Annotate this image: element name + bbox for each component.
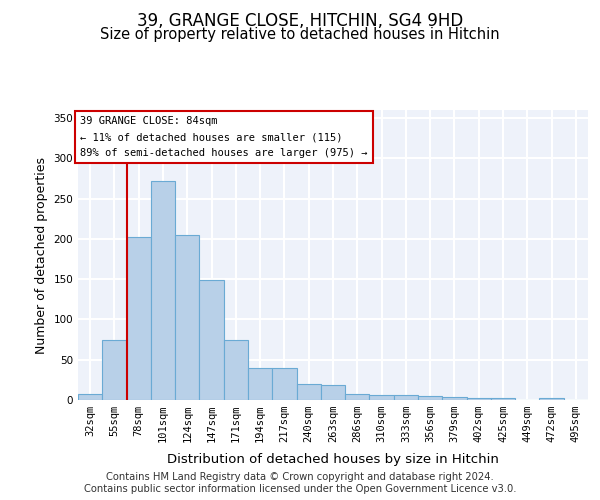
Bar <box>539 398 564 400</box>
Text: 39, GRANGE CLOSE, HITCHIN, SG4 9HD: 39, GRANGE CLOSE, HITCHIN, SG4 9HD <box>137 12 463 30</box>
Bar <box>394 395 418 400</box>
Bar <box>151 181 175 400</box>
Bar <box>127 238 151 400</box>
Bar <box>224 340 248 400</box>
Bar <box>345 394 370 400</box>
Bar <box>370 395 394 400</box>
Bar <box>491 398 515 400</box>
Bar <box>467 398 491 400</box>
Bar <box>175 235 199 400</box>
Y-axis label: Number of detached properties: Number of detached properties <box>35 156 48 354</box>
X-axis label: Distribution of detached houses by size in Hitchin: Distribution of detached houses by size … <box>167 454 499 466</box>
Bar <box>321 384 345 400</box>
Bar <box>418 396 442 400</box>
Bar <box>102 340 127 400</box>
Bar <box>248 368 272 400</box>
Bar <box>296 384 321 400</box>
Text: 39 GRANGE CLOSE: 84sqm
← 11% of detached houses are smaller (115)
89% of semi-de: 39 GRANGE CLOSE: 84sqm ← 11% of detached… <box>80 116 368 158</box>
Text: Size of property relative to detached houses in Hitchin: Size of property relative to detached ho… <box>100 28 500 42</box>
Bar <box>442 397 467 400</box>
Text: Contains HM Land Registry data © Crown copyright and database right 2024.
Contai: Contains HM Land Registry data © Crown c… <box>84 472 516 494</box>
Bar <box>78 394 102 400</box>
Bar <box>272 368 296 400</box>
Bar <box>199 280 224 400</box>
